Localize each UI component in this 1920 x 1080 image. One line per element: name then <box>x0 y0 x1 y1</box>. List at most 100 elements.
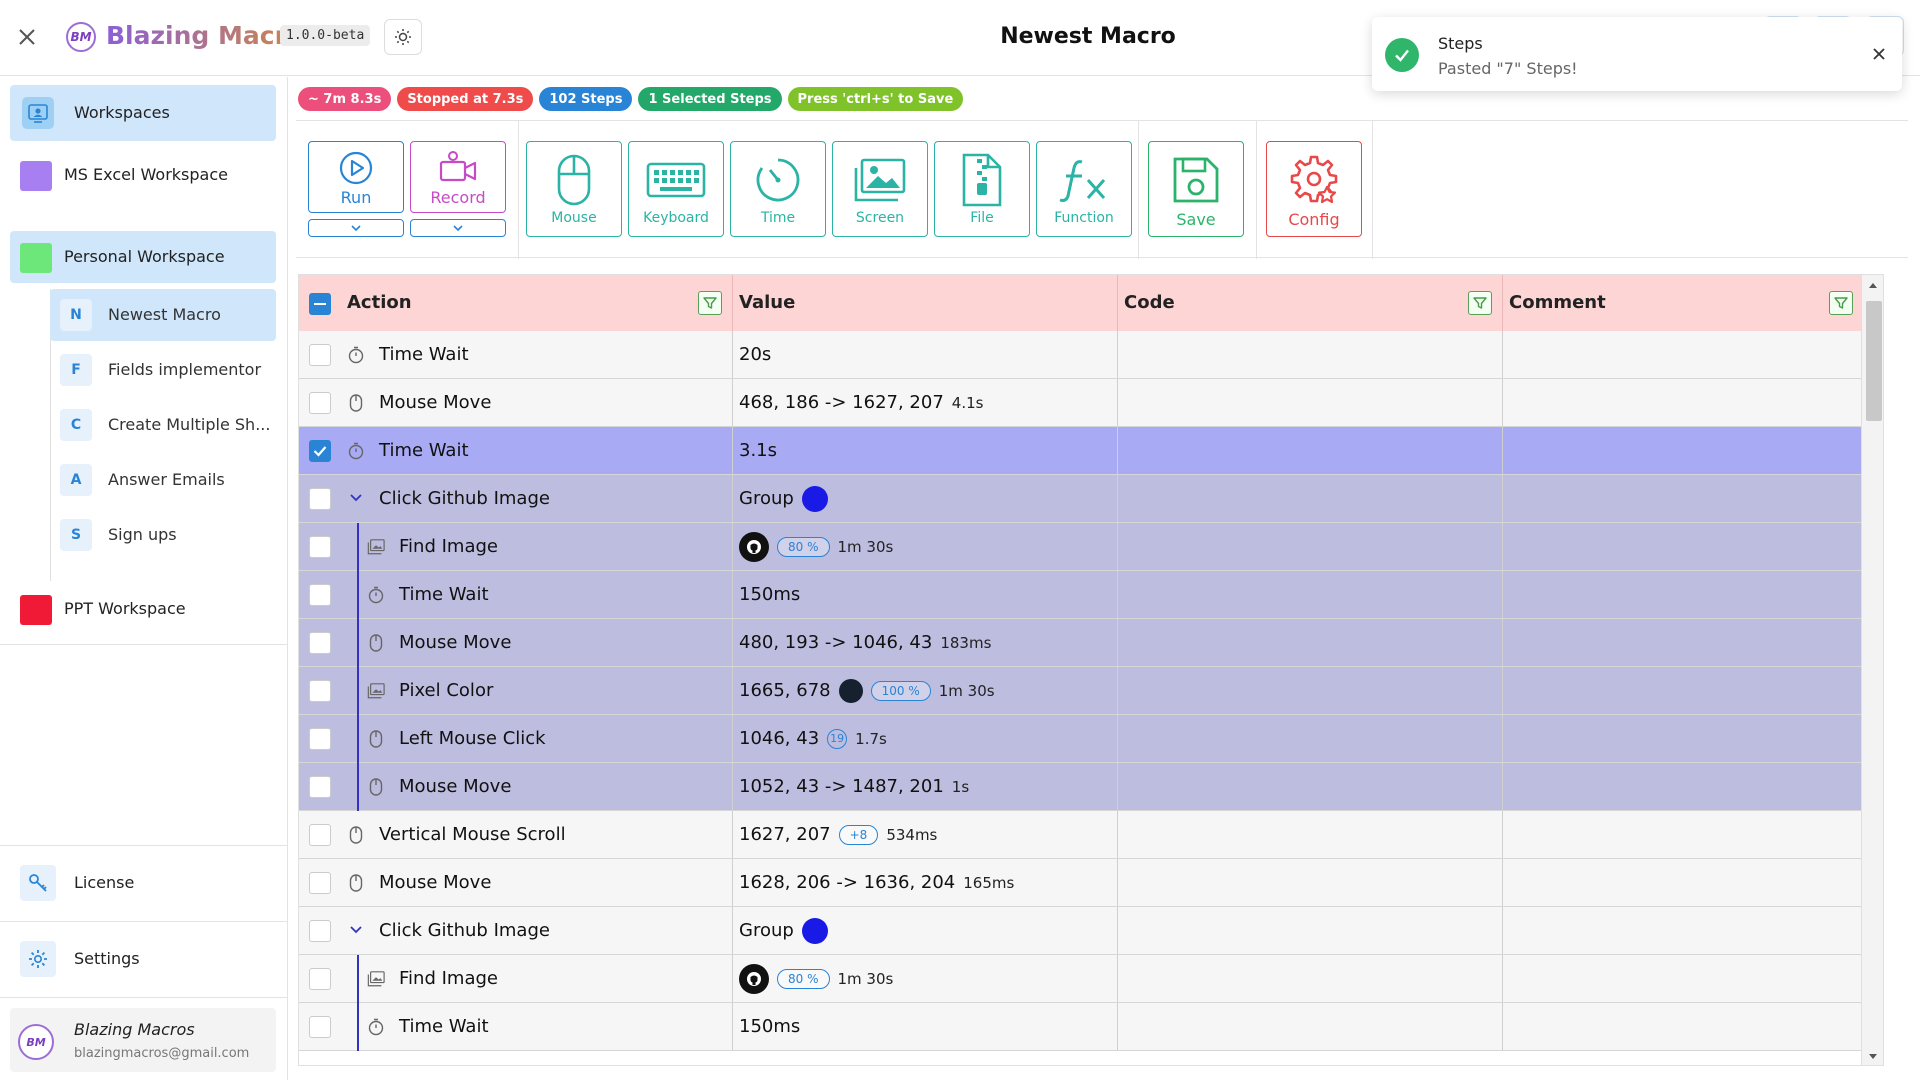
sidebar-item-settings[interactable]: Settings <box>10 931 276 987</box>
scroll-down-arrow-icon[interactable] <box>1868 1053 1878 1061</box>
row-checkbox[interactable] <box>309 968 331 990</box>
record-label: Record <box>430 188 486 207</box>
row-checkbox-checked[interactable] <box>309 440 331 462</box>
row-checkbox[interactable] <box>309 728 331 750</box>
user-profile[interactable]: BM Blazing Macros blazingmacros@gmail.co… <box>10 1008 276 1072</box>
action-cell: Mouse Move <box>299 379 733 426</box>
add-function-button[interactable]: Function <box>1036 141 1132 237</box>
row-checkbox[interactable] <box>309 632 331 654</box>
table-row[interactable]: Pixel Color 1665, 678 100 % 1m 30s <box>299 667 1883 715</box>
comment-cell <box>1503 955 1883 1002</box>
add-keyboard-button[interactable]: Keyboard <box>628 141 724 237</box>
sidebar-item-workspaces[interactable]: Workspaces <box>10 85 276 141</box>
comment-cell <box>1503 763 1883 810</box>
close-button[interactable] <box>12 22 42 52</box>
function-label: Function <box>1054 210 1114 226</box>
comment-cell <box>1503 427 1883 474</box>
macro-label: Newest Macro <box>108 305 221 324</box>
row-checkbox[interactable] <box>309 872 331 894</box>
sidebar-item-personal-workspace[interactable]: Personal Workspace <box>10 231 276 283</box>
value-cell: 150ms <box>733 571 1118 618</box>
table-row[interactable]: Vertical Mouse Scroll 1627, 207 +8 534ms <box>299 811 1883 859</box>
comment-cell <box>1503 331 1883 378</box>
add-time-button[interactable]: Time <box>730 141 826 237</box>
scrollbar-thumb[interactable] <box>1866 301 1882 421</box>
table-row[interactable]: Find Image 80 % 1m 30s <box>299 523 1883 571</box>
duration-text: 1.7s <box>855 729 887 748</box>
record-dropdown-button[interactable] <box>410 219 506 237</box>
comment-cell <box>1503 811 1883 858</box>
action-cell: Mouse Move <box>299 859 733 906</box>
timer-icon <box>756 158 800 202</box>
save-button[interactable]: Save <box>1148 141 1244 237</box>
collapse-group-button[interactable] <box>347 489 365 507</box>
theme-toggle-button[interactable] <box>384 19 422 55</box>
group-indent-bar <box>357 1003 359 1051</box>
filter-icon <box>1473 297 1487 309</box>
table-row-selected[interactable]: Time Wait 3.1s <box>299 427 1883 475</box>
row-checkbox[interactable] <box>309 680 331 702</box>
check-icon <box>313 446 327 457</box>
vertical-scrollbar[interactable] <box>1861 275 1883 1065</box>
duration-text: 183ms <box>940 633 992 652</box>
row-checkbox[interactable] <box>309 536 331 558</box>
row-checkbox[interactable] <box>309 392 331 414</box>
zip-file-icon <box>962 153 1002 207</box>
value-cell: Group <box>733 475 1118 522</box>
row-checkbox[interactable] <box>309 824 331 846</box>
sidebar-item-license[interactable]: License <box>10 855 276 911</box>
timer-icon <box>347 441 365 461</box>
collapse-group-button[interactable] <box>347 921 365 939</box>
save-label: Save <box>1176 210 1216 229</box>
record-button[interactable]: Record <box>410 141 506 213</box>
add-mouse-button[interactable]: Mouse <box>526 141 622 237</box>
value-cell: 1665, 678 100 % 1m 30s <box>733 667 1118 714</box>
table-row[interactable]: Time Wait 20s <box>299 331 1883 379</box>
group-color-dot <box>801 485 828 512</box>
filter-button[interactable] <box>1829 291 1853 315</box>
select-all-checkbox[interactable] <box>309 293 331 315</box>
tree-line <box>50 289 51 581</box>
success-icon <box>1385 38 1419 72</box>
toast-close-button[interactable] <box>1868 43 1890 65</box>
sidebar-item-label: Settings <box>74 949 140 968</box>
row-checkbox[interactable] <box>309 1016 331 1038</box>
config-button[interactable]: Config <box>1266 141 1362 237</box>
screen-label: Screen <box>855 210 905 226</box>
row-checkbox[interactable] <box>309 920 331 942</box>
table-row-group[interactable]: Click Github Image Group <box>299 475 1883 523</box>
row-checkbox[interactable] <box>309 488 331 510</box>
table-row[interactable]: Mouse Move 468, 186 -> 1627, 207 4.1s <box>299 379 1883 427</box>
macro-item-answer-emails[interactable]: A Answer Emails <box>50 454 276 506</box>
row-checkbox[interactable] <box>309 344 331 366</box>
image-icon <box>367 969 385 989</box>
row-checkbox[interactable] <box>309 776 331 798</box>
macro-item-create-multiple-sheets[interactable]: C Create Multiple Sh... <box>50 399 276 451</box>
table-row[interactable]: Find Image 80 % 1m 30s <box>299 955 1883 1003</box>
group-indent-bar <box>357 763 359 811</box>
macro-item-newest-macro[interactable]: N Newest Macro <box>50 289 276 341</box>
table-row[interactable]: Time Wait 150ms <box>299 1003 1883 1051</box>
action-cell: Time Wait <box>299 427 733 474</box>
macro-item-fields-implementor[interactable]: F Fields implementor <box>50 344 276 396</box>
filter-button[interactable] <box>698 291 722 315</box>
app-logo: BM <box>66 22 96 52</box>
scroll-up-arrow-icon[interactable] <box>1868 281 1878 289</box>
table-row[interactable]: Mouse Move 1052, 43 -> 1487, 201 1s <box>299 763 1883 811</box>
add-file-button[interactable]: File <box>934 141 1030 237</box>
table-row[interactable]: Mouse Move 1628, 206 -> 1636, 204 165ms <box>299 859 1883 907</box>
table-row-group[interactable]: Click Github Image Group <box>299 907 1883 955</box>
sidebar-item-ppt-workspace[interactable]: PPT Workspace <box>10 583 276 635</box>
timer-icon <box>367 585 385 605</box>
table-row[interactable]: Left Mouse Click 1046, 43 19 1.7s <box>299 715 1883 763</box>
table-row[interactable]: Mouse Move 480, 193 -> 1046, 43 183ms <box>299 619 1883 667</box>
version-badge: 1.0.0-beta <box>280 25 371 46</box>
row-checkbox[interactable] <box>309 584 331 606</box>
run-button[interactable]: Run <box>308 141 404 213</box>
run-dropdown-button[interactable] <box>308 219 404 237</box>
table-row[interactable]: Time Wait 150ms <box>299 571 1883 619</box>
filter-button[interactable] <box>1468 291 1492 315</box>
sidebar-item-ms-excel-workspace[interactable]: MS Excel Workspace <box>10 149 276 201</box>
macro-item-sign-ups[interactable]: S Sign ups <box>50 509 276 561</box>
add-screen-button[interactable]: Screen <box>832 141 928 237</box>
